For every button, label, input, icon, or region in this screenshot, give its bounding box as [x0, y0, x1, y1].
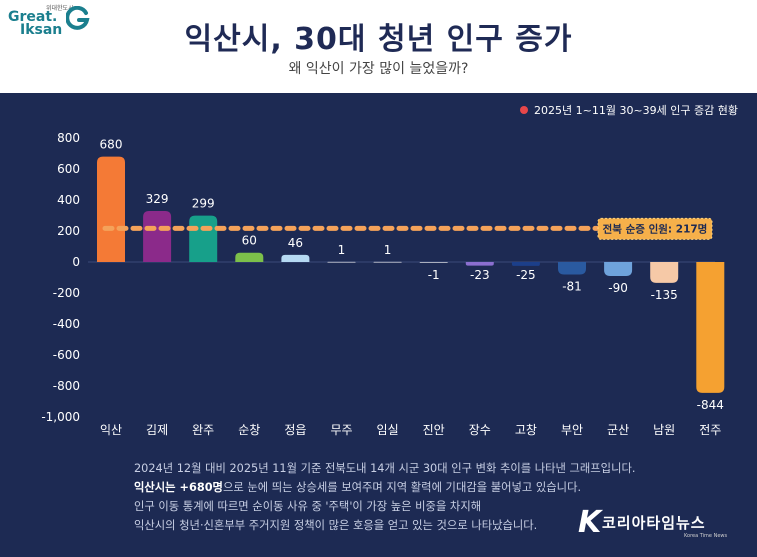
bar-부안 [558, 262, 586, 275]
x-tick-label: 무주 [330, 423, 352, 437]
logo-great-text: Great. [8, 9, 58, 25]
y-tick-label: -200 [53, 286, 80, 300]
brand-k-icon: K [578, 505, 602, 540]
bar-장수 [465, 262, 494, 266]
bar-임실 [373, 261, 402, 263]
bar-value-label: 299 [192, 197, 215, 211]
page-subtitle: 왜 익산이 가장 많이 늘었을까? [288, 61, 469, 77]
chart-description: 2024년 12월 대비 2025년 11월 기준 전북도내 14개 시군 30… [134, 459, 734, 535]
bar-무주 [327, 261, 356, 263]
x-tick-label: 순창 [238, 423, 260, 437]
description-line-2: 익산시는 +680명으로 눈에 띄는 상승세를 보여주며 지역 활력에 기대감을… [134, 478, 734, 497]
logo-g-icon [66, 6, 90, 30]
page-title: 익산시, 30대 청년 인구 증가 [184, 22, 573, 57]
description-line-2-rest: 으로 눈에 띄는 상승세를 보여주며 지역 활력에 기대감을 불어넣고 있습니다… [222, 481, 582, 494]
legend-dot-icon [520, 106, 528, 114]
bar-익산 [97, 156, 125, 262]
bar-완주 [189, 215, 218, 262]
y-tick-label: -400 [53, 317, 80, 331]
y-tick-label: -1,000 [41, 410, 80, 424]
x-tick-label: 군산 [607, 423, 629, 437]
description-line-4: 익산시의 청년·신혼부부 주거지원 정책이 많은 호응을 얻고 있는 것으로 나… [134, 519, 538, 532]
bar-chart: 2025년 1~11월 30~39세 인구 증감 현황 800 600 400 200 0… [41, 104, 738, 437]
x-tick-label: 고창 [515, 423, 537, 437]
bar-순창 [235, 252, 264, 262]
x-tick-label: 진안 [423, 423, 445, 437]
x-tick-label: 김제 [146, 423, 168, 437]
chart-panel [0, 93, 757, 557]
y-tick-label: -800 [53, 379, 80, 393]
description-line-3: 인구 이동 통계에 따르면 순이동 사유 중 '주택'이 가장 높은 비중을 차… [134, 500, 482, 513]
x-tick-label: 장수 [469, 423, 491, 437]
x-tick-label: 정읍 [284, 423, 306, 437]
city-logo: 위대한도시 Great. Iksan [6, 2, 96, 38]
bar-value-label: -844 [697, 398, 724, 412]
bar-value-label: -1 [428, 268, 440, 282]
y-tick-label: -600 [53, 348, 80, 362]
y-tick-label: 0 [72, 255, 80, 269]
bar-정읍 [281, 254, 310, 262]
bar-남원 [650, 262, 679, 283]
x-tick-label: 임실 [377, 423, 399, 437]
bar-value-label: -135 [651, 288, 678, 302]
brand-sub: Korea Time News [684, 533, 728, 539]
bar-value-label: 680 [100, 138, 123, 152]
bar-value-label: 1 [338, 243, 346, 257]
bar-고창 [511, 262, 540, 266]
header: 위대한도시 Great. Iksan 익산시, 30대 청년 인구 증가 왜 익… [0, 0, 757, 93]
x-tick-label: 전주 [699, 423, 721, 437]
bar-value-label: -23 [470, 268, 490, 282]
bar-value-label: -90 [608, 281, 628, 295]
bar-value-label: 46 [288, 236, 303, 250]
logo-slogan: 위대한도시 [46, 5, 74, 12]
y-tick-label: 800 [57, 131, 80, 145]
bar-진안 [419, 262, 448, 263]
bar-value-label: 1 [384, 243, 392, 257]
bar-군산 [604, 262, 633, 276]
bar-value-label: -25 [516, 268, 536, 282]
reference-label-box [597, 217, 713, 240]
logo-iksan-text: Iksan [20, 22, 63, 38]
bar-value-label: -81 [562, 280, 582, 294]
description-highlight: 익산시는 +680명 [134, 481, 223, 494]
bar-value-label: 60 [242, 234, 257, 248]
bar-김제 [143, 211, 172, 262]
x-tick-label: 부안 [561, 423, 583, 437]
y-tick-label: 200 [57, 224, 80, 238]
reference-label: 전북 순증 인원: 217명 [603, 222, 708, 235]
y-tick-label: 600 [57, 162, 80, 176]
x-tick-label: 익산 [100, 423, 122, 437]
legend-label: 2025년 1~11월 30~39세 인구 증감 현황 [534, 104, 738, 117]
bar-value-label: 329 [146, 192, 169, 206]
y-tick-label: 400 [57, 193, 80, 207]
bar-전주 [696, 262, 725, 393]
description-line-1: 2024년 12월 대비 2025년 11월 기준 전북도내 14개 시군 30… [134, 462, 636, 475]
brand-name: 코리아타임뉴스 [602, 514, 706, 532]
x-tick-label: 남원 [653, 423, 675, 437]
x-tick-label: 완주 [192, 423, 214, 437]
brand-logo: K 코리아타임뉴스 Korea Time News [578, 505, 748, 545]
